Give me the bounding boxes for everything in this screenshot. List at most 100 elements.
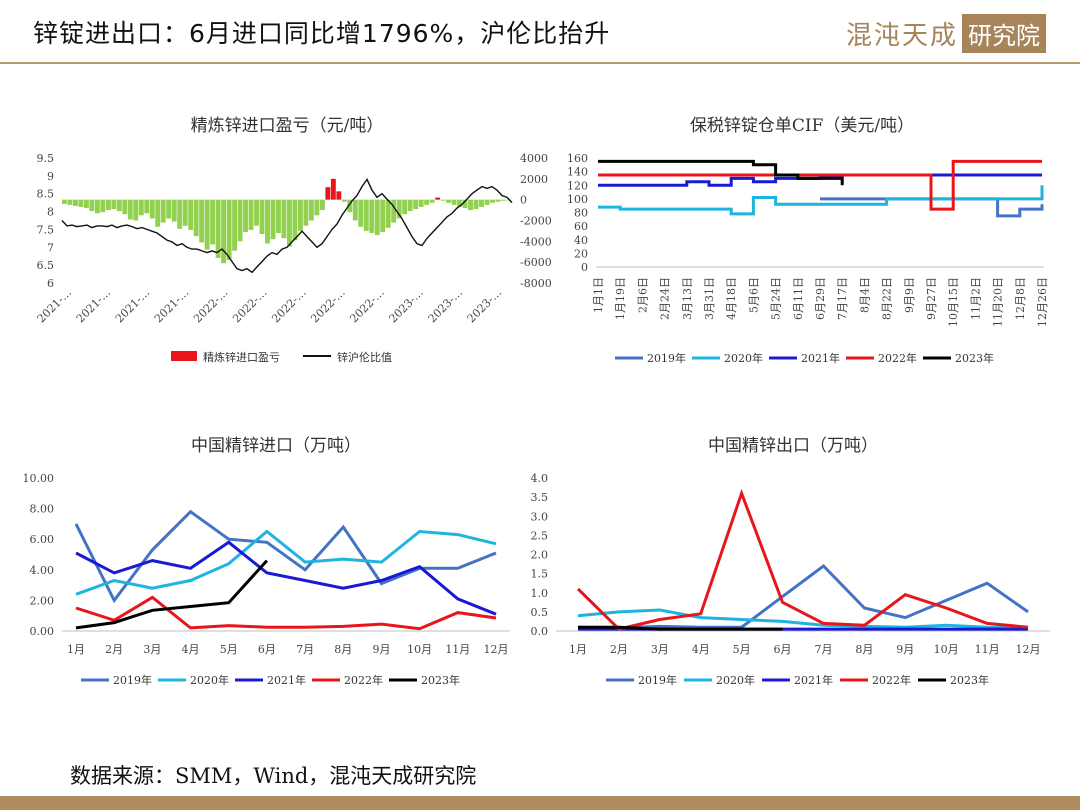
profit-bar [330,178,336,200]
y-axis-tick: 40 [574,234,588,247]
x-axis-tick: 2月6日 [636,277,649,313]
profit-bar [396,199,402,219]
profit-bar [358,199,364,227]
x-axis-tick: 2022-… [347,286,386,325]
x-axis-tick: 9月 [896,643,914,656]
series-line-2020 [598,185,1044,216]
x-axis-tick: 1月 [569,643,587,656]
series-line-2023 [598,159,844,186]
chart-title: 精炼锌进口盈亏（元/吨） [191,116,384,136]
left-axis-tick: 7.5 [37,223,55,236]
profit-bar [243,199,248,232]
profit-bar [319,199,325,211]
y-axis-tick: 140 [567,166,588,179]
y-axis-tick: 2.5 [531,529,549,542]
x-axis-tick: 2月 [105,643,123,656]
x-axis-tick: 11月2日 [969,277,982,320]
profit-bar [407,199,413,212]
profit-bar [435,197,441,200]
chart-china-import: 中国精锌进口（万吨） 10.00 8.00 6.00 4.00 2.00 0.00 1月 2月 3… [23,436,510,687]
header-divider [0,62,1080,64]
profit-bar [204,199,210,250]
right-axis-tick: 2000 [520,173,548,186]
legend-label: 2019年 [647,351,686,365]
y-axis-tick: 100 [567,193,588,206]
profit-bar [177,199,183,229]
header: 锌锭进出口：6月进口同比增1796%，沪伦比抬升 混沌天成 研究院 [0,0,1080,64]
x-axis-tick: 2023-… [426,286,465,325]
profit-bar [78,199,84,207]
profit-bar [374,199,380,236]
profit-bar [122,199,128,215]
x-axis-tick: 6月 [258,643,276,656]
profit-bar [402,199,408,215]
profit-bar [473,199,479,210]
x-axis-tick: 12月8日 [1014,277,1027,320]
profit-bar [248,199,254,230]
logo-box: 研究院 [962,13,1047,53]
x-axis-tick: 2022-… [230,286,269,325]
x-axis-tick: 1月19日 [614,277,627,320]
x-axis-tick: 2022-… [269,286,308,325]
profit-bar [413,199,419,210]
profit-bar [149,199,155,219]
x-axis-tick: 11月 [975,643,1000,656]
profit-bar [270,199,276,240]
left-axis-tick: 9 [47,170,54,183]
legend-label: 2020年 [724,351,763,365]
profit-bar [385,199,391,228]
x-axis-tick: 3月 [651,643,669,656]
legend-label: 2021年 [267,673,306,687]
ratio-line [61,178,513,274]
profit-bar [297,199,303,231]
y-axis-tick: 0 [581,261,588,274]
y-axis-tick: 2.0 [531,549,549,562]
x-axis-tick: 2月24日 [659,277,672,320]
y-axis-tick: 1.0 [531,587,549,600]
legend-label: 2021年 [801,351,840,365]
legend-label: 2019年 [638,673,677,687]
x-axis-tick: 2023-… [465,286,504,325]
y-axis-tick: 3.0 [531,510,549,523]
profit-bar [484,199,490,205]
x-axis-tick: 10月 [407,643,432,656]
x-axis-tick: 1月 [67,643,85,656]
series-line-2021 [75,540,497,616]
y-axis-tick: 0.0 [531,625,549,638]
y-axis-tick: 3.5 [531,491,549,504]
x-axis-tick: 9月9日 [903,277,916,313]
x-axis-tick: 11月 [445,643,470,656]
right-axis-tick: 0 [520,194,527,207]
profit-bar [281,199,287,239]
legend-swatch-profit [171,351,197,361]
x-axis-tick: 3月13日 [681,277,694,320]
profit-bar [182,199,188,226]
profit-bar [495,199,501,202]
y-axis-tick: 80 [574,207,588,220]
profit-bar [369,199,375,233]
legend-label: 2022年 [872,673,911,687]
x-axis-tick: 8月22日 [881,277,894,320]
profit-bar [127,199,133,220]
legend-label: 2019年 [113,673,152,687]
x-axis-tick: 4月18日 [725,277,738,320]
left-axis-tick: 9.5 [37,152,55,165]
profit-bar [501,199,506,201]
x-axis-tick: 4月 [692,643,710,656]
x-axis-tick: 12月26日 [1036,277,1049,327]
profit-bar [166,199,172,219]
profit-bar [254,199,259,226]
x-axis-tick: 2021-… [74,286,113,325]
profit-bar [116,199,122,212]
profit-bar [226,199,232,261]
x-axis-tick: 2021-… [113,286,152,325]
left-axis-tick: 7 [47,241,54,254]
profit-bar [341,199,347,202]
series-line-2019 [577,564,1029,630]
y-axis-tick: 8.00 [30,503,55,516]
profit-bar [100,199,106,213]
x-axis-tick: 3月31日 [703,277,716,320]
profit-bar [210,199,216,245]
y-axis-tick: 4.0 [531,472,549,485]
